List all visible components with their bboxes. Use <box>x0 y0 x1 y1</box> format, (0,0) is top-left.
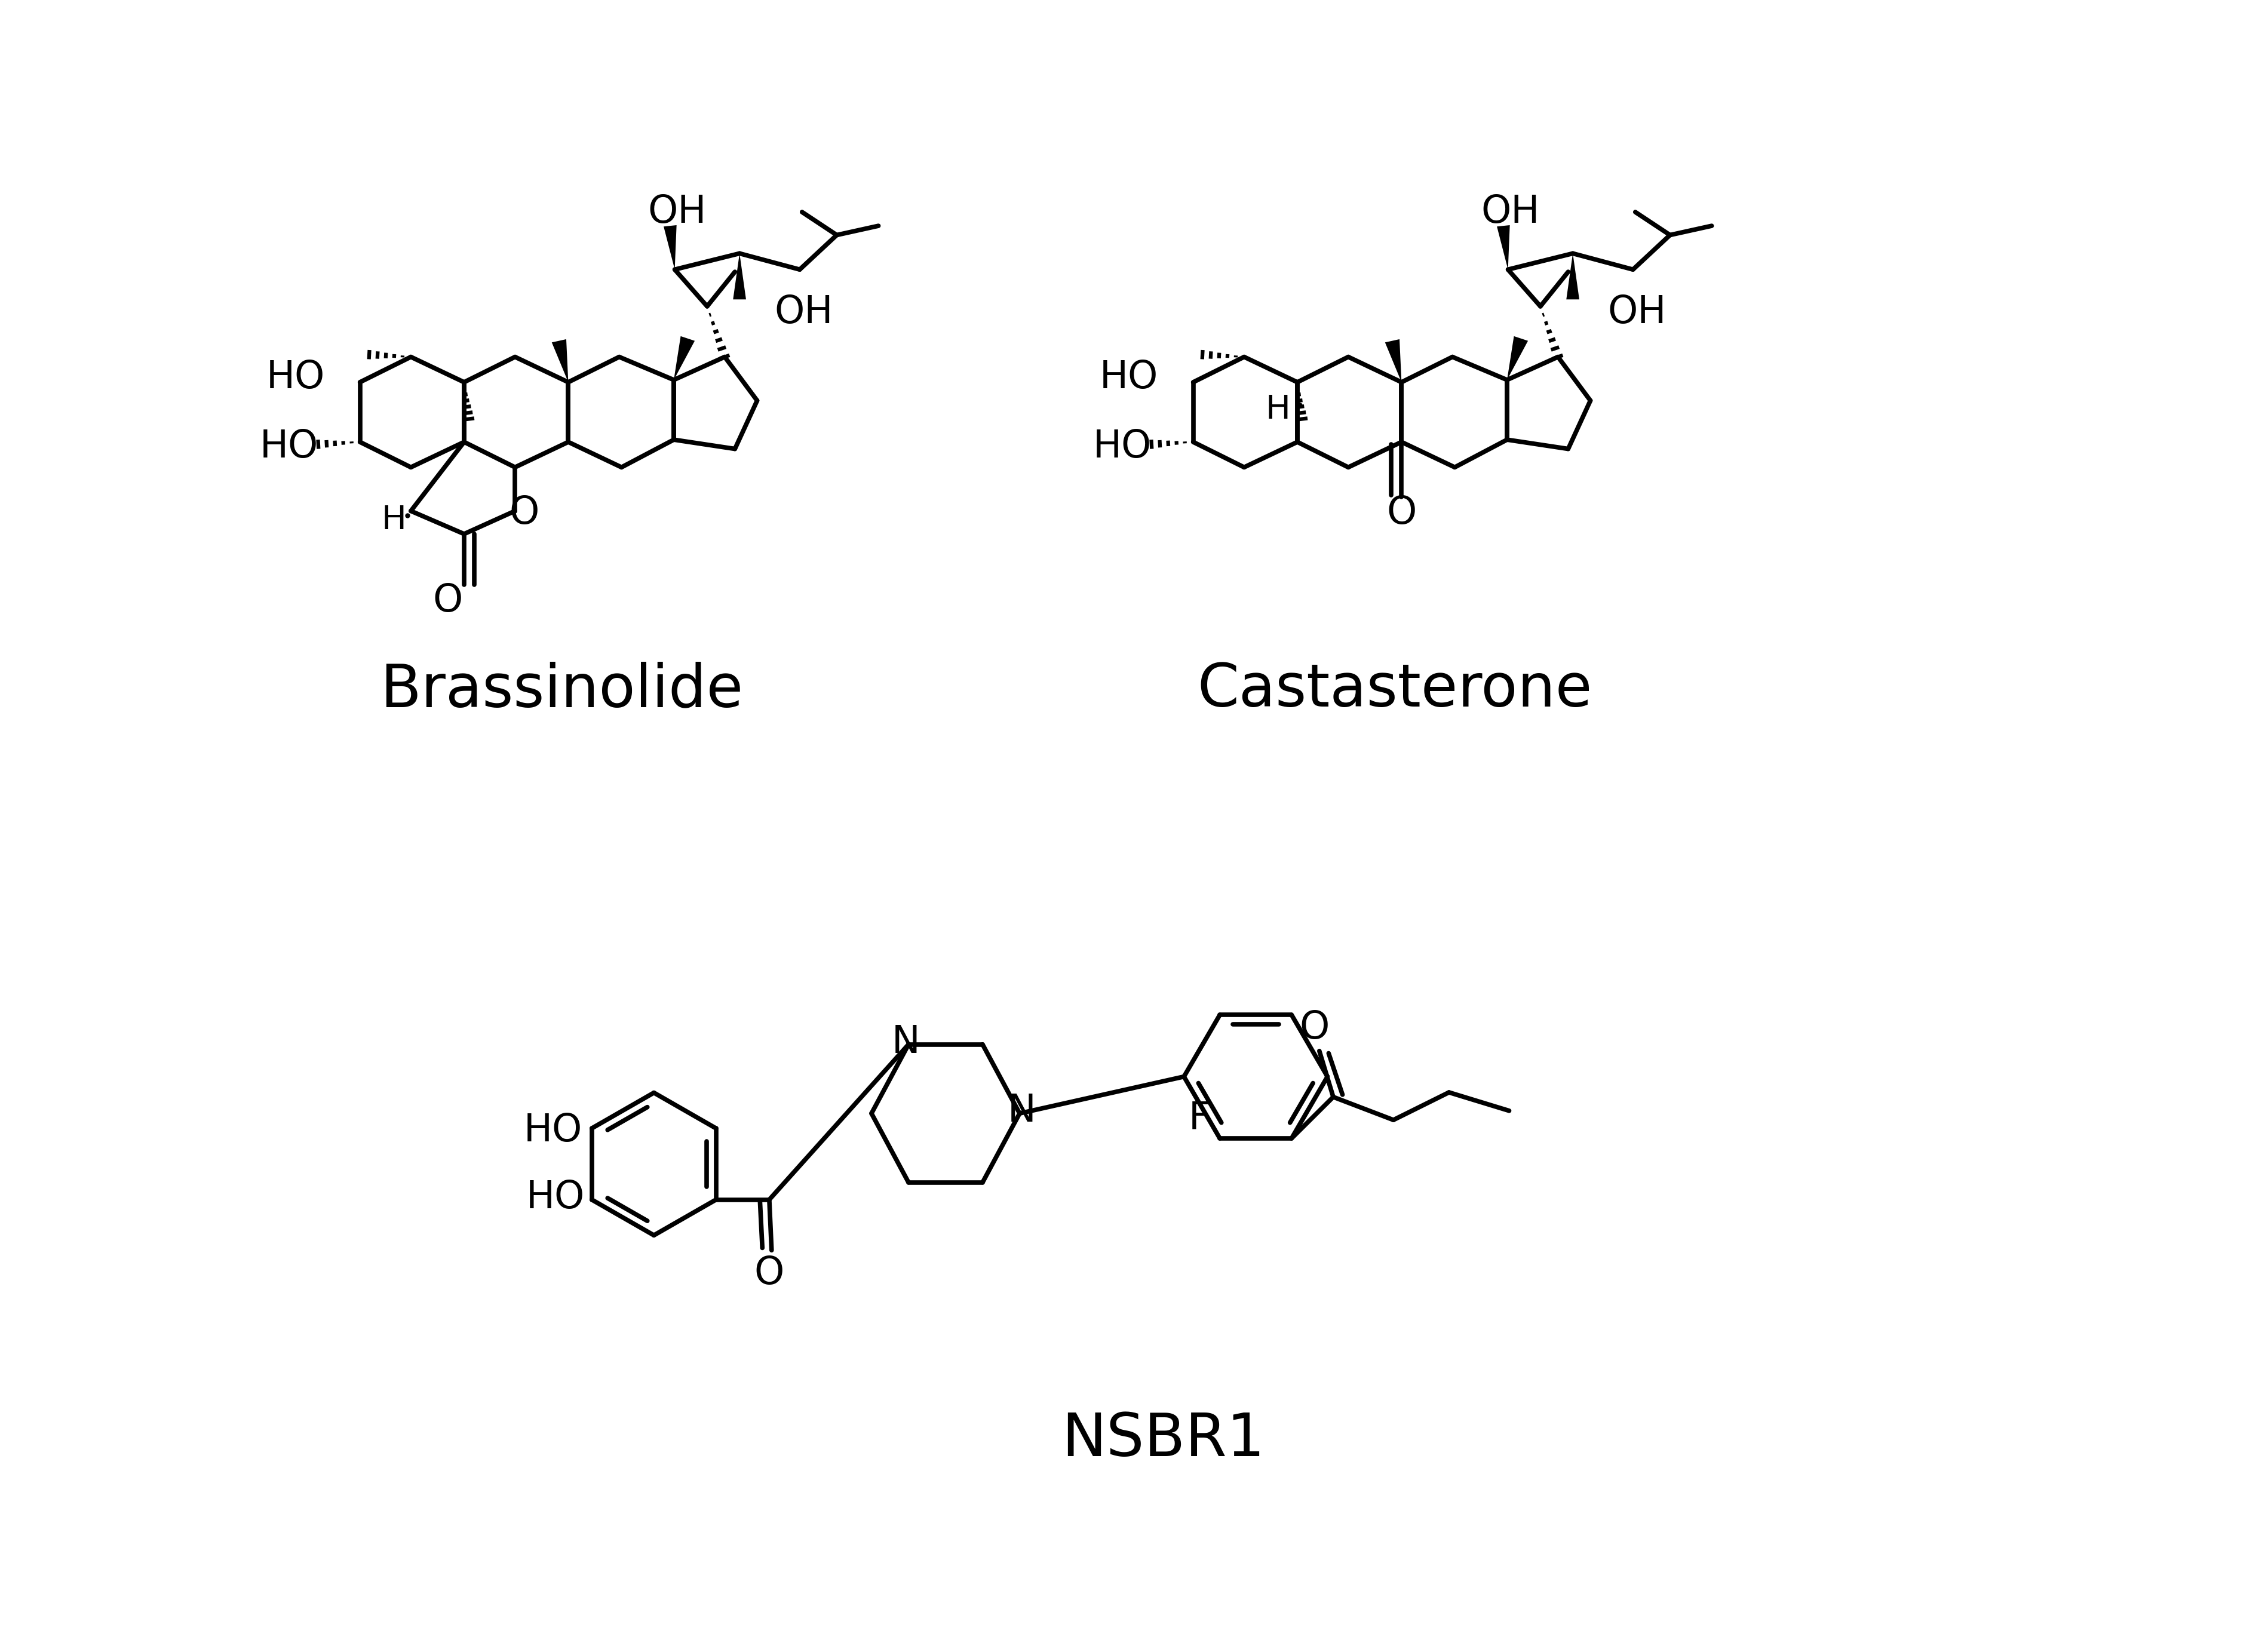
Polygon shape <box>674 335 694 380</box>
Polygon shape <box>1386 339 1402 382</box>
Text: O: O <box>1386 494 1415 532</box>
Text: NSBR1: NSBR1 <box>1061 1411 1266 1469</box>
Text: F: F <box>1188 1099 1211 1137</box>
Text: O: O <box>508 494 540 532</box>
Text: OH: OH <box>773 294 832 330</box>
Text: N: N <box>891 1024 921 1061</box>
Text: HO: HO <box>1100 358 1159 396</box>
Text: Brassinolide: Brassinolide <box>379 661 742 719</box>
Text: O: O <box>1300 1009 1329 1046</box>
Text: H: H <box>381 504 406 537</box>
Text: HO: HO <box>1093 428 1152 466</box>
Text: OH: OH <box>1481 193 1540 231</box>
Text: HO: HO <box>526 1180 585 1216</box>
Text: HO: HO <box>265 358 324 396</box>
Polygon shape <box>1565 253 1579 299</box>
Text: Castasterone: Castasterone <box>1198 661 1592 719</box>
Polygon shape <box>733 253 746 299</box>
Polygon shape <box>551 339 567 382</box>
Text: HO: HO <box>524 1112 583 1150</box>
Text: OH: OH <box>1608 294 1665 330</box>
Text: H: H <box>1266 393 1290 426</box>
Text: O: O <box>753 1256 785 1292</box>
Text: OH: OH <box>646 193 705 231</box>
Polygon shape <box>1506 335 1529 380</box>
Text: N: N <box>1007 1092 1036 1130</box>
Text: O: O <box>433 582 463 620</box>
Polygon shape <box>665 225 676 269</box>
Polygon shape <box>1497 225 1510 269</box>
Text: HO: HO <box>259 428 318 466</box>
